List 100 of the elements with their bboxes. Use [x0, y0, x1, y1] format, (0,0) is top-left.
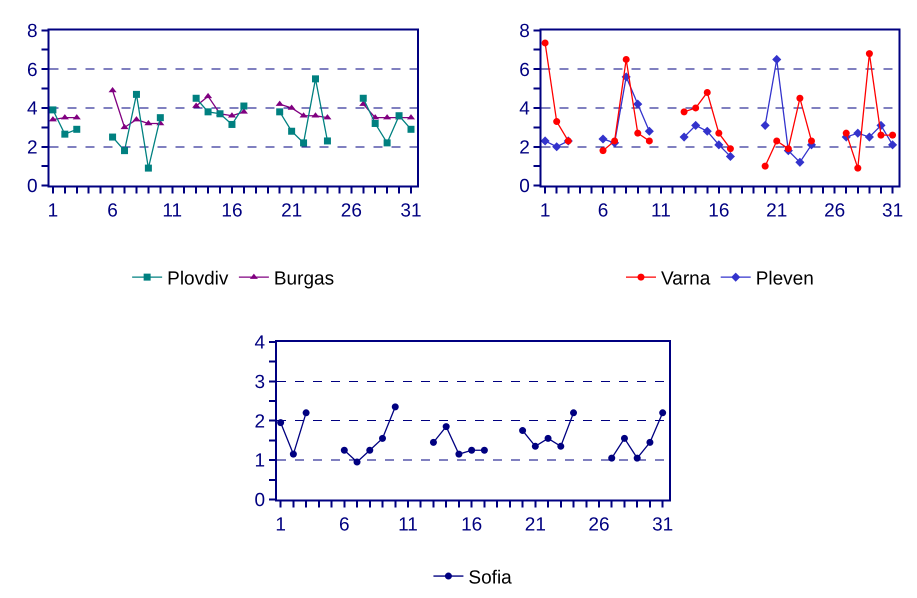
point — [622, 56, 630, 63]
point — [646, 438, 654, 446]
point — [808, 137, 815, 144]
point — [570, 409, 578, 416]
legend-label: Varna — [660, 268, 711, 290]
x-tick-label: 11 — [651, 200, 671, 222]
x-tick-label: 6 — [107, 200, 118, 222]
point — [646, 137, 653, 144]
legend-label: Pleven — [756, 268, 814, 290]
point — [192, 94, 200, 102]
point — [61, 130, 68, 138]
point — [277, 419, 284, 426]
point — [540, 136, 550, 146]
legend-label: Plovdiv — [167, 268, 229, 290]
point — [542, 39, 549, 46]
y-tick-label: 2 — [26, 137, 38, 158]
point — [49, 106, 56, 114]
point — [889, 132, 896, 139]
point — [455, 450, 462, 458]
point — [372, 120, 379, 127]
point — [366, 446, 374, 454]
point — [888, 140, 898, 150]
y-tick-label: 1 — [254, 450, 266, 472]
y-tick-label: 6 — [26, 60, 38, 81]
x-tick-label: 21 — [281, 200, 302, 222]
point — [726, 152, 735, 162]
point — [853, 128, 862, 138]
point — [704, 88, 711, 96]
point — [796, 94, 804, 102]
point — [691, 120, 700, 130]
point — [680, 132, 689, 142]
point — [360, 94, 367, 102]
point — [228, 120, 236, 128]
point — [480, 446, 488, 454]
point — [611, 137, 618, 144]
x-tick-label: 16 — [708, 200, 730, 222]
point — [598, 134, 608, 144]
point — [519, 427, 526, 434]
point — [772, 54, 782, 64]
point — [715, 130, 722, 137]
point — [784, 145, 792, 152]
point — [468, 446, 476, 454]
point — [340, 446, 348, 454]
point — [109, 134, 116, 141]
y-tick-label: 0 — [26, 176, 38, 198]
point — [773, 137, 780, 144]
point — [121, 147, 128, 154]
point — [634, 454, 641, 462]
point — [608, 454, 616, 462]
x-tick-label: 6 — [598, 200, 608, 222]
x-tick-label: 31 — [652, 514, 674, 536]
point — [290, 450, 297, 458]
point — [312, 75, 319, 82]
point — [392, 403, 399, 410]
point — [620, 434, 628, 442]
point — [430, 438, 437, 446]
point — [407, 126, 414, 133]
point — [288, 104, 296, 110]
point — [854, 164, 862, 172]
x-tick-label: 1 — [48, 200, 58, 222]
point — [354, 458, 361, 466]
point — [557, 442, 564, 450]
y-tick-label: 4 — [26, 98, 38, 120]
point — [864, 132, 874, 142]
y-tick-label: 0 — [519, 176, 530, 198]
x-tick-label: 26 — [588, 514, 610, 536]
y-tick-label: 3 — [254, 372, 266, 393]
y-tick-label: 8 — [519, 21, 530, 42]
x-tick-label: 6 — [339, 514, 350, 536]
point — [692, 104, 700, 112]
y-tick-label: 0 — [254, 490, 266, 512]
x-tick-label: 31 — [882, 200, 904, 222]
y-tick-label: 2 — [519, 137, 530, 158]
x-tick-label: 1 — [275, 514, 286, 536]
point — [144, 164, 152, 172]
point — [379, 434, 386, 442]
legend-label: Sofia — [468, 567, 512, 588]
point — [634, 130, 642, 137]
point — [442, 423, 450, 430]
x-tick-label: 26 — [340, 200, 362, 222]
point — [726, 145, 734, 152]
point — [384, 139, 391, 146]
point — [204, 92, 212, 98]
point — [544, 434, 552, 442]
point — [288, 128, 296, 135]
point — [702, 126, 712, 136]
point — [73, 126, 80, 133]
y-tick-label: 2 — [254, 411, 266, 432]
point — [302, 409, 310, 416]
point — [760, 120, 770, 130]
x-tick-label: 11 — [162, 200, 182, 222]
y-tick-label: 8 — [26, 21, 38, 42]
point — [532, 442, 539, 450]
y-tick-label: 4 — [519, 98, 530, 120]
point — [240, 102, 248, 110]
x-tick-label: 21 — [524, 514, 546, 536]
point — [204, 108, 212, 116]
point — [680, 108, 688, 116]
point — [877, 132, 884, 139]
point — [552, 142, 562, 152]
